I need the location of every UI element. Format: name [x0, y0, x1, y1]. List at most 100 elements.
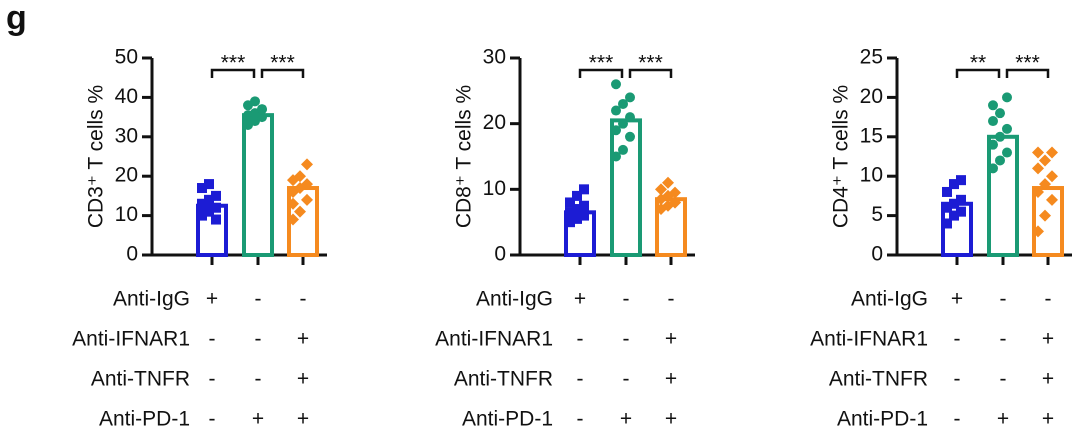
treatment-sign: - [623, 328, 630, 351]
data-point [1002, 92, 1012, 103]
y-tick-label: 30 [115, 124, 138, 147]
treatment-sign: + [297, 328, 309, 351]
data-point [301, 158, 313, 171]
treatment-sign: + [620, 408, 632, 431]
treatment-name: Anti-IFNAR1 [435, 328, 553, 351]
treatment-sign: - [300, 288, 307, 311]
data-point [655, 183, 667, 196]
data-point [1046, 170, 1058, 183]
y-tick-label: 0 [871, 243, 883, 266]
treatment-sign: + [665, 408, 677, 431]
data-point [579, 210, 589, 221]
treatment-name: Anti-IFNAR1 [810, 328, 928, 351]
data-point [579, 184, 589, 195]
data-point [611, 151, 621, 162]
treatment-sign: - [1000, 288, 1007, 311]
data-point [197, 183, 207, 194]
treatment-sign: + [574, 288, 586, 311]
y-tick-label: 5 [871, 203, 883, 226]
treatment-sign: - [1000, 328, 1007, 351]
data-point [1002, 147, 1012, 158]
significance-label: *** [589, 52, 614, 75]
treatment-sign: + [1042, 368, 1054, 391]
data-point [294, 205, 306, 218]
significance-bracket [260, 68, 305, 78]
significance-bracket [210, 68, 256, 78]
data-point [618, 98, 628, 109]
data-point [625, 92, 635, 103]
treatment-sign: - [577, 408, 584, 431]
treatment-name: Anti-TNFR [91, 368, 190, 391]
data-point [287, 197, 299, 210]
data-point [949, 179, 959, 190]
data-point [988, 100, 998, 111]
y-tick-label: 40 [115, 85, 138, 108]
data-point [565, 217, 575, 228]
y-tick-label: 10 [483, 177, 506, 200]
treatment-name: Anti-IgG [113, 288, 190, 311]
data-point [949, 210, 959, 221]
data-point [301, 178, 313, 191]
data-point [1039, 178, 1051, 191]
bar [610, 118, 642, 257]
data-point [197, 206, 207, 217]
treatment-sign: + [1042, 408, 1054, 431]
y-tick-label: 10 [115, 203, 138, 226]
data-point [995, 108, 1005, 119]
data-point [988, 116, 998, 127]
data-point [572, 190, 582, 201]
significance-bracket [578, 68, 624, 78]
y-tick-label: 0 [126, 243, 138, 266]
treatment-sign: + [297, 408, 309, 431]
treatment-name: Anti-PD-1 [99, 408, 190, 431]
data-point [942, 202, 952, 213]
treatment-sign: - [209, 328, 216, 351]
data-point [988, 139, 998, 150]
chart: CD3⁺ T cells % 0 10 20 30 40 50 *** *** Anti-IgG +… [72, 46, 327, 431]
data-point [988, 163, 998, 174]
treatment-sign: - [1045, 288, 1052, 311]
significance-label: *** [638, 52, 663, 75]
data-point [301, 193, 313, 206]
data-point [611, 79, 621, 90]
significance-label: *** [221, 52, 246, 75]
data-point [197, 198, 207, 209]
significance-bracket [955, 68, 1001, 78]
data-point [611, 125, 621, 136]
data-point [1032, 225, 1044, 238]
treatment-name: Anti-IFNAR1 [72, 328, 190, 351]
data-point [204, 194, 214, 205]
data-point [1032, 185, 1044, 198]
significance-label: *** [270, 52, 295, 75]
data-point [669, 196, 681, 209]
treatment-sign: - [255, 368, 262, 391]
treatment-sign: - [668, 288, 675, 311]
treatment-name: Anti-TNFR [454, 368, 553, 391]
data-point [211, 202, 221, 213]
treatment-sign: - [255, 288, 262, 311]
y-tick-label: 30 [483, 46, 506, 69]
treatment-sign: + [297, 368, 309, 391]
data-point [611, 105, 621, 116]
treatment-sign: + [252, 408, 264, 431]
treatment-name: Anti-IgG [476, 288, 553, 311]
treatment-sign: - [255, 328, 262, 351]
data-point [204, 179, 214, 190]
significance-bracket [628, 68, 673, 78]
significance-bracket [1005, 68, 1050, 78]
data-point [294, 170, 306, 183]
data-point [1002, 123, 1012, 134]
data-point [995, 131, 1005, 142]
y-axis-label: CD4⁺ T cells % [830, 85, 853, 228]
y-axis-label: CD3⁺ T cells % [85, 85, 108, 228]
data-point [257, 104, 267, 115]
panel-label: g [6, 0, 27, 37]
bar [242, 113, 274, 257]
data-point [579, 200, 589, 211]
treatment-sign: + [206, 288, 218, 311]
treatment-sign: + [951, 288, 963, 311]
y-tick-label: 20 [483, 111, 506, 134]
treatment-sign: - [1000, 368, 1007, 391]
y-tick-label: 50 [115, 46, 138, 69]
